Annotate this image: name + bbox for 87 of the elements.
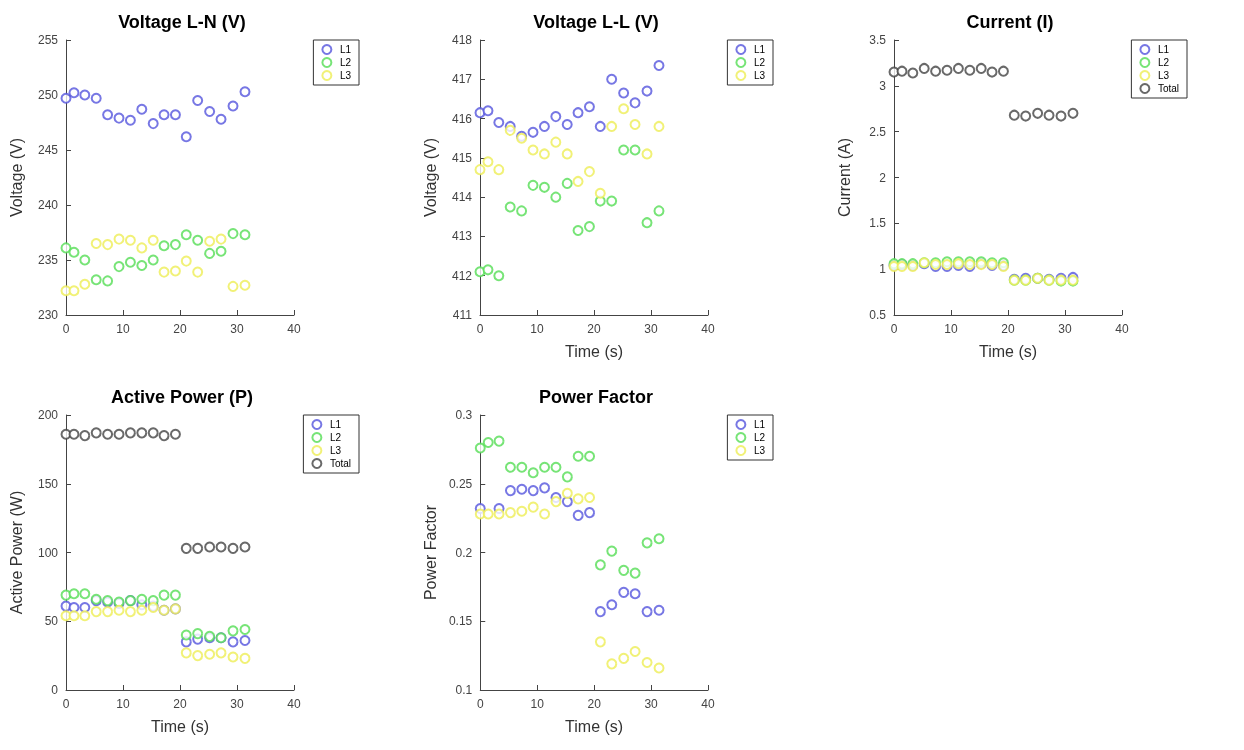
y-tick-label: 3 (879, 78, 887, 93)
y-tick-label: 411 (452, 308, 473, 322)
y-axis-title: Active Power (W) (7, 490, 25, 615)
x-tick-label: 40 (701, 322, 715, 336)
y-tick-label: 255 (37, 33, 59, 47)
y-tick-label: 100 (37, 545, 59, 560)
x-axis-title: Time (s) (565, 717, 624, 735)
y-tick-label: 418 (451, 33, 473, 47)
legend-label: L2 (753, 57, 766, 68)
x-tick-label: 0 (890, 322, 898, 336)
y-tick-label: 0.2 (455, 545, 473, 560)
legend-label: L2 (339, 57, 352, 68)
x-tick-label: 40 (1115, 322, 1129, 336)
y-tick-label: 3.5 (869, 33, 887, 47)
x-tick-label: 0 (476, 697, 484, 711)
legend-label: L1 (329, 419, 342, 430)
x-axis-title: Time (s) (564, 342, 624, 360)
y-axis-title: Current (A) (835, 137, 853, 218)
x-tick-label: 10 (944, 322, 958, 336)
x-tick-label: 30 (644, 322, 658, 336)
y-tick-label: 0.25 (448, 476, 473, 491)
y-tick-label: 413 (451, 229, 473, 244)
x-tick-label: 10 (116, 697, 130, 711)
legend-label: L3 (1157, 70, 1170, 81)
x-tick-label: 40 (287, 322, 301, 336)
y-tick-label: 417 (451, 72, 473, 87)
x-tick-label: 30 (230, 697, 244, 711)
x-tick-label: 30 (230, 322, 244, 336)
y-axis-title: Power Factor (421, 504, 439, 601)
y-tick-label: 0 (51, 683, 59, 697)
x-tick-label: 20 (587, 697, 602, 711)
y-tick-label: 2.5 (869, 124, 887, 139)
y-tick-label: 0.3 (455, 408, 473, 422)
legend-label: L2 (329, 432, 342, 443)
x-tick-label: 30 (1058, 322, 1072, 336)
chart-title: Active Power (P) (110, 387, 254, 407)
x-tick-label: 40 (701, 697, 715, 711)
legend-label: L1 (339, 44, 352, 55)
x-axis-title: Time (s) (978, 342, 1038, 360)
y-tick-label: 0.15 (448, 614, 473, 629)
y-tick-label: 250 (37, 88, 59, 102)
y-tick-label: 414 (451, 190, 473, 205)
legend-label: L2 (753, 432, 766, 443)
chart-title: Voltage L-L (V) (533, 12, 659, 32)
legend-label: L1 (1157, 44, 1170, 55)
x-tick-label: 40 (287, 697, 301, 711)
x-tick-label: 10 (116, 322, 130, 336)
x-tick-label: 10 (530, 697, 545, 711)
chart-title: Power Factor (538, 387, 654, 407)
y-tick-label: 416 (451, 111, 473, 126)
x-tick-label: 0 (62, 322, 70, 336)
y-axis-title: Voltage (V) (7, 137, 25, 218)
x-tick-label: 20 (173, 322, 187, 336)
legend-label: L3 (753, 70, 766, 81)
legend-label: Total (329, 458, 351, 469)
legend-label: L1 (753, 44, 766, 55)
y-tick-label: 240 (37, 198, 59, 212)
legend-label: L1 (753, 419, 766, 430)
x-tick-label: 0 (62, 697, 70, 711)
legend-label: Total (1157, 83, 1179, 94)
x-tick-label: 10 (530, 322, 544, 336)
y-tick-label: 200 (37, 408, 59, 422)
y-tick-label: 230 (37, 308, 59, 322)
y-tick-label: 0.5 (869, 308, 887, 322)
legend-label: L3 (339, 70, 352, 81)
y-tick-label: 2 (879, 170, 887, 185)
y-tick-label: 50 (44, 614, 59, 629)
y-tick-label: 1.5 (869, 216, 887, 231)
x-tick-label: 0 (476, 322, 484, 336)
legend-label: L3 (329, 445, 342, 456)
chart-title: Voltage L-N (V) (118, 12, 246, 32)
legend-label: L2 (1157, 57, 1170, 68)
x-tick-label: 20 (173, 697, 187, 711)
legend-label: L3 (753, 445, 766, 456)
x-tick-label: 20 (1001, 322, 1015, 336)
y-tick-label: 150 (37, 476, 59, 491)
y-axis-title: Voltage (V) (421, 137, 439, 218)
y-tick-label: 0.1 (455, 683, 473, 697)
y-tick-label: 415 (451, 150, 473, 165)
y-tick-label: 1 (879, 262, 887, 277)
y-tick-label: 245 (37, 143, 59, 157)
x-tick-label: 20 (587, 322, 601, 336)
chart-title: Current (I) (966, 12, 1054, 32)
y-tick-label: 412 (451, 268, 473, 283)
x-axis-title: Time (s) (150, 717, 210, 735)
y-tick-label: 235 (37, 253, 59, 267)
x-tick-label: 30 (644, 697, 659, 711)
